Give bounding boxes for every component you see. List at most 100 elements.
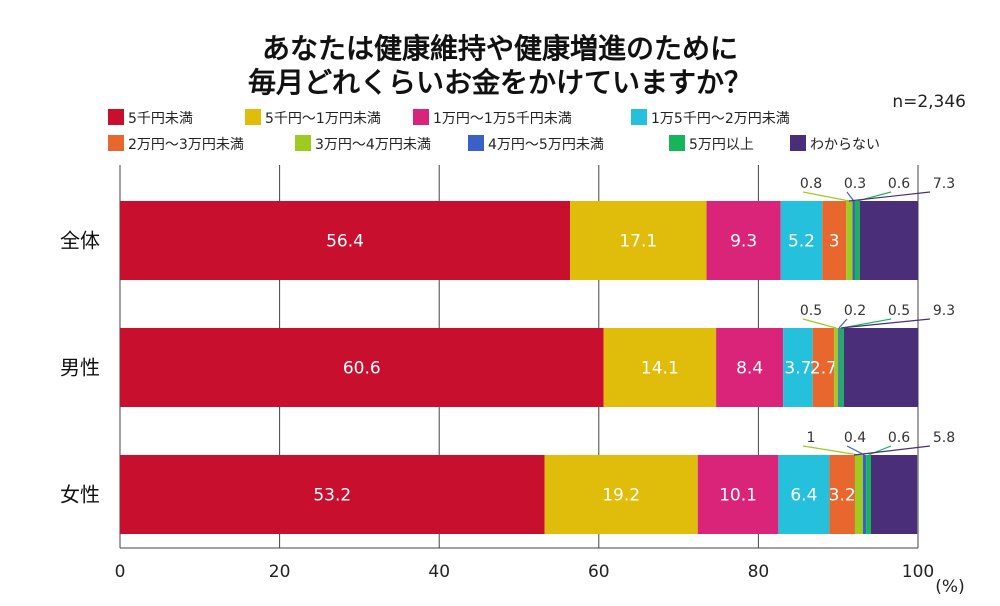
tick-label: 60	[588, 562, 610, 582]
callout-leader	[846, 191, 855, 202]
callout-label: 5.8	[933, 430, 955, 446]
bar-segment	[706, 201, 781, 280]
bar-segment	[570, 201, 707, 280]
callout: 0.2	[838, 303, 866, 329]
callout-label: 7.3	[933, 176, 955, 192]
data-label: 14.1	[641, 359, 679, 379]
tick-label: 0	[115, 562, 126, 582]
bar-segment	[838, 328, 840, 407]
callout-leader	[802, 191, 850, 202]
callout: 0.5	[800, 303, 837, 329]
legend-swatch	[631, 109, 647, 125]
data-label: 53.2	[313, 486, 351, 506]
data-label: 60.6	[343, 359, 381, 379]
bar-segment	[697, 455, 779, 534]
tick-label: 100	[902, 562, 934, 582]
bar-segment	[834, 328, 839, 407]
legend-swatch	[790, 135, 806, 151]
legend-swatch	[295, 135, 311, 151]
legend-label: 3万円～4万円未満	[315, 137, 431, 153]
bar-segment	[859, 201, 918, 280]
legend-item-8: 5万円以上	[669, 135, 754, 153]
legend-swatch	[413, 109, 429, 125]
bar-segment	[783, 328, 813, 407]
callout-label: 0.4	[844, 430, 866, 446]
legend-label: 2万円～3万円未満	[128, 137, 244, 153]
tick-label: 80	[748, 562, 770, 582]
bar-segment	[829, 455, 855, 534]
callout-leader	[848, 191, 931, 202]
x-axis: 0 20 40 60 80 100	[115, 547, 934, 582]
data-label: 19.2	[602, 486, 640, 506]
bar-segment	[839, 328, 844, 407]
callout-label: 9.3	[933, 303, 955, 319]
legend-swatch	[245, 109, 261, 125]
bar-segment	[544, 455, 698, 534]
legend-item-9: わからない	[790, 135, 880, 153]
legend-item-4: 1万5千円～2万円未満	[631, 109, 790, 127]
bars: 全体 56.4 17.1 9.3 5.2 3 男性 60.6 14.1 8.4 3.72.7 女性 53…	[60, 201, 918, 534]
legend-item-5: 2万円～3万円未満	[108, 135, 244, 153]
legend-label: 1万5千円～2万円未満	[651, 111, 790, 127]
sample-size-label: n=2,346	[892, 92, 966, 112]
data-label: 3.7	[784, 359, 811, 379]
category-label: 女性	[60, 483, 100, 507]
callout: 0.6	[868, 430, 910, 456]
bar-segment	[120, 328, 604, 407]
bar-segment	[854, 201, 860, 280]
tick-label: 20	[269, 562, 291, 582]
category-label: 全体	[60, 229, 100, 253]
legend-label: 5千円～1万円未満	[265, 111, 381, 127]
legend-swatch	[669, 135, 685, 151]
bar-segment	[852, 201, 855, 280]
legend-item-1: 5千円未満	[108, 109, 193, 127]
bar-segment	[120, 201, 571, 280]
bar-segment	[870, 455, 918, 534]
data-label: 6.4	[790, 486, 817, 506]
data-label: 3	[829, 232, 840, 252]
bar-row-2: 男性 60.6 14.1 8.4 3.72.7	[60, 328, 918, 407]
legend-label: 1万円～1万5千円未満	[433, 111, 572, 127]
callout: 0.8	[800, 176, 850, 202]
callout-label: 0.3	[844, 176, 866, 192]
bar-segment	[603, 328, 717, 407]
callout-leader	[853, 445, 931, 456]
data-label: 9.3	[730, 232, 757, 252]
unit-label: (%)	[935, 577, 964, 597]
callout-leader	[868, 445, 892, 456]
legend-label: わからない	[810, 137, 880, 153]
callout-label: 0.8	[800, 176, 822, 192]
callout-leader	[838, 318, 848, 329]
callout: 5.8	[853, 430, 955, 456]
legend-label: 5千円未満	[128, 111, 193, 127]
legend-label: 5万円以上	[689, 137, 754, 153]
data-label: 10.1	[719, 486, 757, 506]
bar-segment	[778, 455, 830, 534]
callout-label: 0.2	[844, 303, 866, 319]
callout: 0.4	[844, 430, 866, 456]
tick-label: 40	[428, 562, 450, 582]
callout-label: 0.6	[888, 430, 910, 446]
legend-label: 4万円～5万円未満	[488, 137, 604, 153]
callout: 1	[802, 430, 860, 456]
bar-segment	[862, 455, 867, 534]
title-line-2: 毎月どれくらいお金をかけていますか？	[248, 66, 752, 99]
bar-row-3: 女性 53.2 19.2 10.1 6.4 3.2	[60, 455, 918, 534]
data-label: 3.2	[829, 486, 856, 506]
data-label: 17.1	[619, 232, 657, 252]
legend-item-7: 4万円～5万円未満	[468, 135, 604, 153]
callout: 7.3	[848, 176, 955, 202]
data-label: 56.4	[326, 232, 364, 252]
callout-leader	[840, 318, 931, 329]
chart-legend: 5千円未満 5千円～1万円未満 1万円～1万5千円未満 1万5千円～2万円未満 2万円～…	[108, 109, 880, 153]
bar-row-1: 全体 56.4 17.1 9.3 5.2 3	[60, 201, 918, 280]
data-label: 2.7	[810, 359, 837, 379]
bar-segment	[780, 201, 823, 280]
bar-segment	[120, 455, 545, 534]
callout-leader	[802, 445, 860, 456]
bar-segment	[846, 201, 853, 280]
callout-label: 0.6	[888, 176, 910, 192]
data-label: 5.2	[788, 232, 815, 252]
callout-label: 1	[807, 430, 816, 446]
